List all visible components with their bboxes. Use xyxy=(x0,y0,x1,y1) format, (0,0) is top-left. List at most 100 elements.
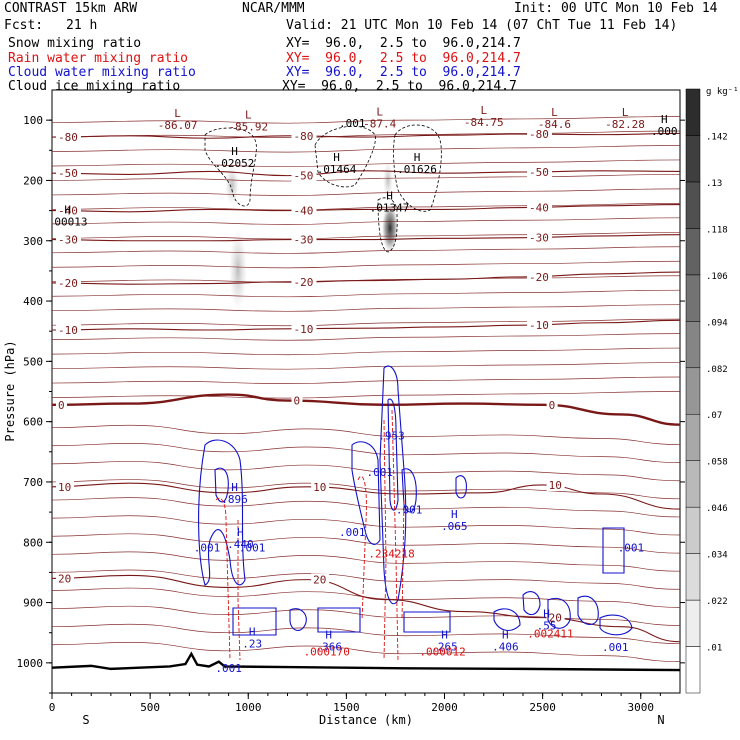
colorbar-tick-label: .022 xyxy=(706,597,728,607)
cw-west-inner xyxy=(214,467,229,503)
extremum-value: .440 xyxy=(227,538,254,551)
extremum-marker: L xyxy=(245,108,252,121)
isotherm-minor xyxy=(52,289,680,298)
extremum-marker: L xyxy=(174,107,181,120)
cw-east-box xyxy=(602,527,625,574)
cloud-water-contours xyxy=(198,365,633,636)
isotherm-minor xyxy=(52,587,680,608)
colorbar-segment xyxy=(685,367,701,415)
isotherm-0 xyxy=(52,393,680,426)
extremum-value: -84.6 xyxy=(538,118,571,131)
cloud-ice-contours xyxy=(204,124,442,253)
plot-frame xyxy=(51,89,681,694)
extremum-value: .000170 xyxy=(304,646,350,659)
isotherm-label-bg xyxy=(56,480,74,493)
field-xy-cloud-water: XY= 96.0, 2.5 to 96.0,214.7 xyxy=(286,65,521,80)
ice-contour-east xyxy=(393,124,442,212)
isotherm-label-bg xyxy=(56,572,74,585)
extremum-value: .01347 xyxy=(370,202,410,215)
isotherm-label: -30 xyxy=(529,232,549,245)
cw-central-column xyxy=(351,441,381,545)
isotherm-label-bg xyxy=(291,394,303,407)
cw-central-right xyxy=(401,468,417,513)
extremum-value: .001 xyxy=(194,541,221,554)
isotherm-label: 20 xyxy=(58,572,71,585)
isotherm-minor xyxy=(52,376,680,385)
isotherm-label: 0 xyxy=(58,399,65,412)
ice-contour-central xyxy=(314,126,376,188)
x-axis: 0 500 1000 1500 2000 2500 3000 xyxy=(49,693,661,714)
y-tick-label: 700 xyxy=(23,476,43,489)
colorbar-tick-label: .07 xyxy=(706,411,722,421)
ice-shade-core xyxy=(382,204,398,252)
isotherm-minor xyxy=(52,443,680,464)
isotherm-label-bg xyxy=(56,131,81,144)
y-tick-label: 200 xyxy=(23,174,43,187)
extremum-marker: L xyxy=(480,104,487,117)
isotherm-label: -10 xyxy=(294,323,314,336)
extremum-marker: H xyxy=(543,608,550,621)
isotherm-label: -80 xyxy=(529,128,549,141)
extremum-marker: H xyxy=(231,481,238,494)
y-tick-label: 100 xyxy=(23,114,43,127)
extremum-value: .01464 xyxy=(317,163,357,176)
y-tick-label: 300 xyxy=(23,235,43,248)
cw-low-east5 xyxy=(599,614,633,636)
extremum-value: .065 xyxy=(441,520,468,533)
isotherm-minor xyxy=(52,551,680,572)
isotherm-label: -20 xyxy=(58,277,78,290)
y-tick-label: 600 xyxy=(23,416,43,429)
x-tick-label: 500 xyxy=(140,701,160,714)
isotherm-label: -50 xyxy=(294,170,314,183)
y-tick-label: 400 xyxy=(23,295,43,308)
colorbar-segment xyxy=(685,413,701,461)
colorbar-tick-label: .01 xyxy=(706,644,722,654)
y-axis-label: Pressure (hPa) xyxy=(3,340,17,441)
extremum-marker: H xyxy=(414,151,421,164)
rain-central xyxy=(357,409,405,661)
isotherm-label-bg xyxy=(291,169,317,182)
extremum-value: .001 xyxy=(602,641,629,654)
extremum-value: .001 xyxy=(618,541,645,554)
cw-low-east4 xyxy=(577,595,599,625)
extremum-marker: H xyxy=(661,113,668,126)
isotherm-label: -80 xyxy=(294,130,314,143)
ice-contour-core xyxy=(377,197,398,253)
isotherm-label: -50 xyxy=(58,167,78,180)
isotherm-minor xyxy=(52,145,680,153)
isotherm-label: -80 xyxy=(58,131,78,144)
colorbar-tick-label: .058 xyxy=(706,458,728,468)
extremum-value: .366 xyxy=(315,641,342,654)
snow-shade-west-upper xyxy=(225,165,239,205)
isotherm-minor xyxy=(52,130,680,138)
snow-shade-west xyxy=(229,230,247,310)
extremum-value: .001 xyxy=(215,662,242,675)
extremum-value: .001 xyxy=(339,117,366,130)
cw-low-central xyxy=(317,607,361,633)
forecast-hour: 21 h xyxy=(66,18,98,33)
extremum-value: .234218 xyxy=(368,547,414,560)
cw-low-east2 xyxy=(522,591,541,616)
colorbar-unit: g kg⁻¹ xyxy=(706,87,739,97)
cw-low-west xyxy=(232,607,277,636)
colorbar-tick-label: .106 xyxy=(706,272,728,282)
colorbar-segment xyxy=(685,460,701,508)
isotherm--80 xyxy=(52,132,680,139)
cw-central-small xyxy=(455,475,467,499)
extremum-value: .001 xyxy=(239,541,266,554)
isotherm-label-bg xyxy=(291,129,317,142)
isotherm-label-bg xyxy=(56,276,81,289)
isotherm-label-bg xyxy=(291,233,317,246)
extremum-marker: H xyxy=(502,629,509,642)
x-tick-label: 2500 xyxy=(529,701,556,714)
isotherm-minor xyxy=(52,333,680,341)
cw-low-east1 xyxy=(493,608,521,631)
isotherm-label: -50 xyxy=(529,166,549,179)
extremum-marker: H xyxy=(333,151,340,164)
cw-low-mid xyxy=(403,611,451,633)
isotherm-label-bg xyxy=(311,480,330,493)
isotherm-label-bg xyxy=(546,398,558,411)
extremum-value: .001 xyxy=(339,526,366,539)
isotherm-label: 10 xyxy=(58,481,71,494)
